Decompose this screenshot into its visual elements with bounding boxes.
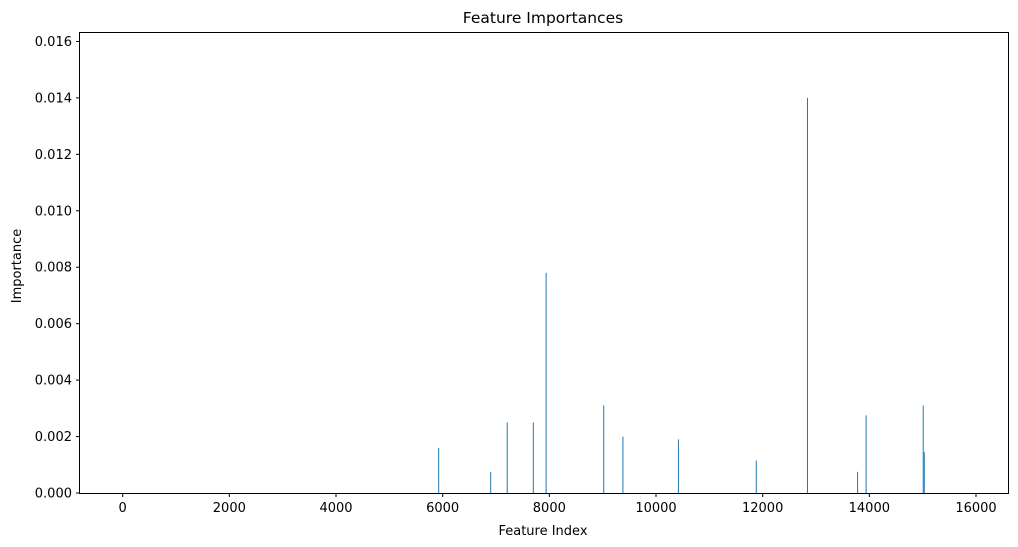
x-tick-label: 2000: [213, 501, 246, 516]
x-tick-label: 14000: [849, 501, 890, 516]
plot-area-frame: [79, 32, 1009, 494]
y-tick-label: 0.002: [35, 430, 72, 445]
x-tick-label: 0: [119, 501, 127, 516]
y-tick-label: 0.010: [35, 204, 72, 219]
y-tick-label: 0.004: [35, 374, 72, 389]
bar-10: [857, 471, 859, 493]
y-tick-label: 0.008: [35, 261, 72, 276]
x-tick-label: 6000: [426, 501, 459, 516]
bar-7: [677, 439, 679, 493]
x-tick-label: 4000: [319, 501, 352, 516]
x-tick-label: 8000: [533, 501, 566, 516]
bars-group: [438, 97, 925, 493]
x-axis-label: Feature Index: [498, 524, 587, 539]
bar-4: [545, 272, 547, 493]
y-tick-label: 0.012: [35, 148, 72, 163]
y-tick-label: 0.000: [35, 487, 72, 502]
x-tick-label: 10000: [635, 501, 676, 516]
bar-6: [622, 436, 624, 493]
bar-5: [603, 405, 605, 493]
bar-12: [922, 405, 924, 493]
y-tick-label: 0.014: [35, 91, 72, 106]
x-axis-ticks: 0 2000 4000 6000 8000 10000 12000 14000 16000: [119, 493, 997, 516]
bar-8: [755, 460, 757, 493]
y-axis-ticks: 0.000 0.002 0.004 0.006 0.008 0.010 0.012 0.014…: [35, 35, 80, 502]
x-tick-label: 16000: [955, 501, 996, 516]
bar-0: [438, 447, 440, 493]
y-tick-label: 0.016: [35, 35, 72, 50]
bar-2: [506, 422, 508, 493]
bar-3: [532, 422, 534, 493]
x-tick-label: 12000: [742, 501, 783, 516]
bar-1: [490, 471, 492, 493]
chart-title: Feature Importances: [463, 9, 623, 27]
bar-13: [923, 452, 925, 493]
bar-9: [806, 97, 808, 493]
y-axis-label: Importance: [10, 229, 25, 304]
y-tick-label: 0.006: [35, 317, 72, 332]
bar-11: [865, 415, 867, 493]
